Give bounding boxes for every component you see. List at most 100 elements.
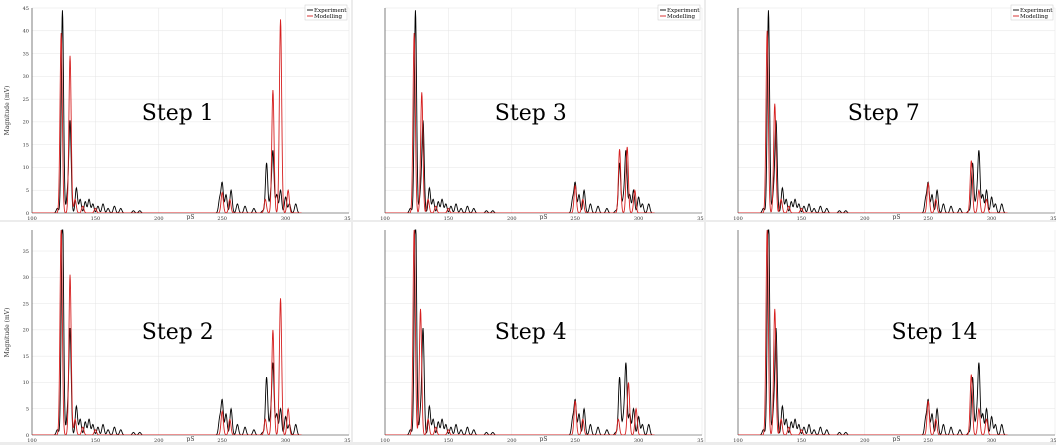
chart-svg: 100 150 200 250 300 350 0 5 10 15 20 25 30 35 pS Magnit…: [4, 229, 351, 442]
step-label: Step 1: [142, 101, 214, 126]
step-label: Step 2: [142, 320, 214, 345]
chart-panel-1: 100 150 200 250 300 350 0 5 10 15 20 25 30 35 40 45 pS Ma…: [0, 0, 351, 220]
y-tick-label: 40: [23, 29, 29, 35]
chart-panel-6: 100 150 200 250 300 350 pS Step 14: [706, 222, 1056, 442]
x-tick-label: 100: [733, 216, 743, 220]
x-tick-label: 300: [987, 438, 997, 442]
x-tick-label: 250: [217, 438, 227, 442]
x-tick-label: 150: [797, 216, 807, 220]
x-tick-label: 350: [697, 438, 704, 442]
x-tick-label: 200: [860, 438, 870, 442]
x-axis-label: pS: [540, 214, 548, 220]
y-tick-label: 5: [26, 188, 29, 194]
x-tick-label: 350: [697, 216, 704, 220]
series-line-experiment: [32, 229, 302, 435]
legend-entry: Modelling: [667, 14, 696, 20]
legend-entry: Modelling: [1020, 14, 1049, 20]
x-axis-label: pS: [187, 214, 195, 220]
x-tick-label: 300: [281, 216, 291, 220]
y-tick-label: 25: [23, 97, 29, 103]
x-tick-label: 300: [987, 216, 997, 220]
y-tick-label: 30: [23, 74, 29, 80]
chart-svg: 100 150 200 250 300 350 0 5 10 15 20 25 30 35 40 45 pS Ma…: [4, 4, 351, 220]
series-line-experiment: [32, 10, 302, 213]
series-line-experiment: [385, 229, 655, 435]
y-tick-label: 35: [23, 249, 29, 255]
x-tick-label: 100: [380, 438, 390, 442]
x-tick-label: 350: [1050, 438, 1056, 442]
y-tick-label: 15: [23, 354, 29, 360]
y-tick-label: 0: [26, 433, 29, 439]
series-line-modelling: [738, 229, 1008, 435]
y-tick-label: 5: [26, 407, 29, 413]
y-axis-label: Magnitude (mV): [4, 308, 11, 358]
chart-svg: 100 150 200 250 300 350 pS Step 4: [380, 229, 704, 442]
chart-svg: 100 150 200 250 300 350 pS Step 14: [733, 229, 1056, 442]
x-tick-label: 100: [380, 216, 390, 220]
series-line-modelling: [385, 33, 655, 213]
step-label: Step 7: [848, 101, 920, 126]
chart-panel-4: 100 150 200 250 300 350 0 5 10 15 20 25 30 35 pS Magnit…: [0, 222, 351, 442]
x-tick-label: 250: [570, 216, 580, 220]
y-tick-label: 30: [23, 275, 29, 281]
x-tick-label: 150: [444, 216, 454, 220]
x-tick-label: 250: [923, 438, 933, 442]
x-tick-label: 150: [444, 438, 454, 442]
legend-entry: Experiment: [314, 8, 347, 14]
legend-entry: Experiment: [667, 8, 700, 14]
y-tick-label: 0: [26, 211, 29, 217]
x-tick-label: 150: [91, 216, 101, 220]
x-tick-label: 350: [344, 216, 351, 220]
x-tick-label: 350: [344, 438, 351, 442]
x-tick-label: 100: [27, 216, 37, 220]
step-label: Step 3: [495, 101, 567, 126]
x-tick-label: 100: [733, 438, 743, 442]
x-tick-label: 200: [154, 216, 164, 220]
legend-entry: Experiment: [1020, 8, 1053, 14]
x-tick-label: 200: [154, 438, 164, 442]
step-label: Step 14: [892, 320, 978, 345]
legend-entry: Modelling: [314, 14, 343, 20]
series-line-experiment: [738, 229, 1008, 435]
series-line-experiment: [385, 10, 655, 213]
series-line-modelling: [32, 229, 302, 435]
y-tick-label: 15: [23, 142, 29, 148]
x-axis-label: pS: [187, 436, 195, 442]
y-tick-label: 10: [23, 165, 29, 171]
y-tick-label: 35: [23, 51, 29, 57]
x-tick-label: 300: [281, 438, 291, 442]
x-tick-label: 300: [634, 438, 644, 442]
series-line-experiment: [738, 10, 1008, 213]
x-tick-label: 200: [860, 216, 870, 220]
step-label: Step 4: [495, 320, 567, 345]
series-line-modelling: [32, 19, 302, 213]
x-tick-label: 250: [217, 216, 227, 220]
y-tick-label: 45: [23, 6, 29, 12]
y-tick-label: 20: [23, 328, 29, 334]
x-axis-label: pS: [893, 214, 901, 220]
chart-panel-5: 100 150 200 250 300 350 pS Step 4: [353, 222, 704, 442]
y-tick-label: 10: [23, 380, 29, 386]
x-tick-label: 200: [507, 438, 517, 442]
y-tick-label: 25: [23, 301, 29, 307]
x-tick-label: 250: [923, 216, 933, 220]
series-line-modelling: [385, 229, 655, 435]
y-tick-label: 20: [23, 120, 29, 126]
x-axis-label: pS: [893, 436, 901, 442]
x-tick-label: 100: [27, 438, 37, 442]
x-axis-label: pS: [540, 436, 548, 442]
x-tick-label: 350: [1050, 216, 1056, 220]
series-line-modelling: [738, 30, 1008, 213]
x-tick-label: 250: [570, 438, 580, 442]
x-tick-label: 150: [797, 438, 807, 442]
x-tick-label: 200: [507, 216, 517, 220]
x-tick-label: 150: [91, 438, 101, 442]
